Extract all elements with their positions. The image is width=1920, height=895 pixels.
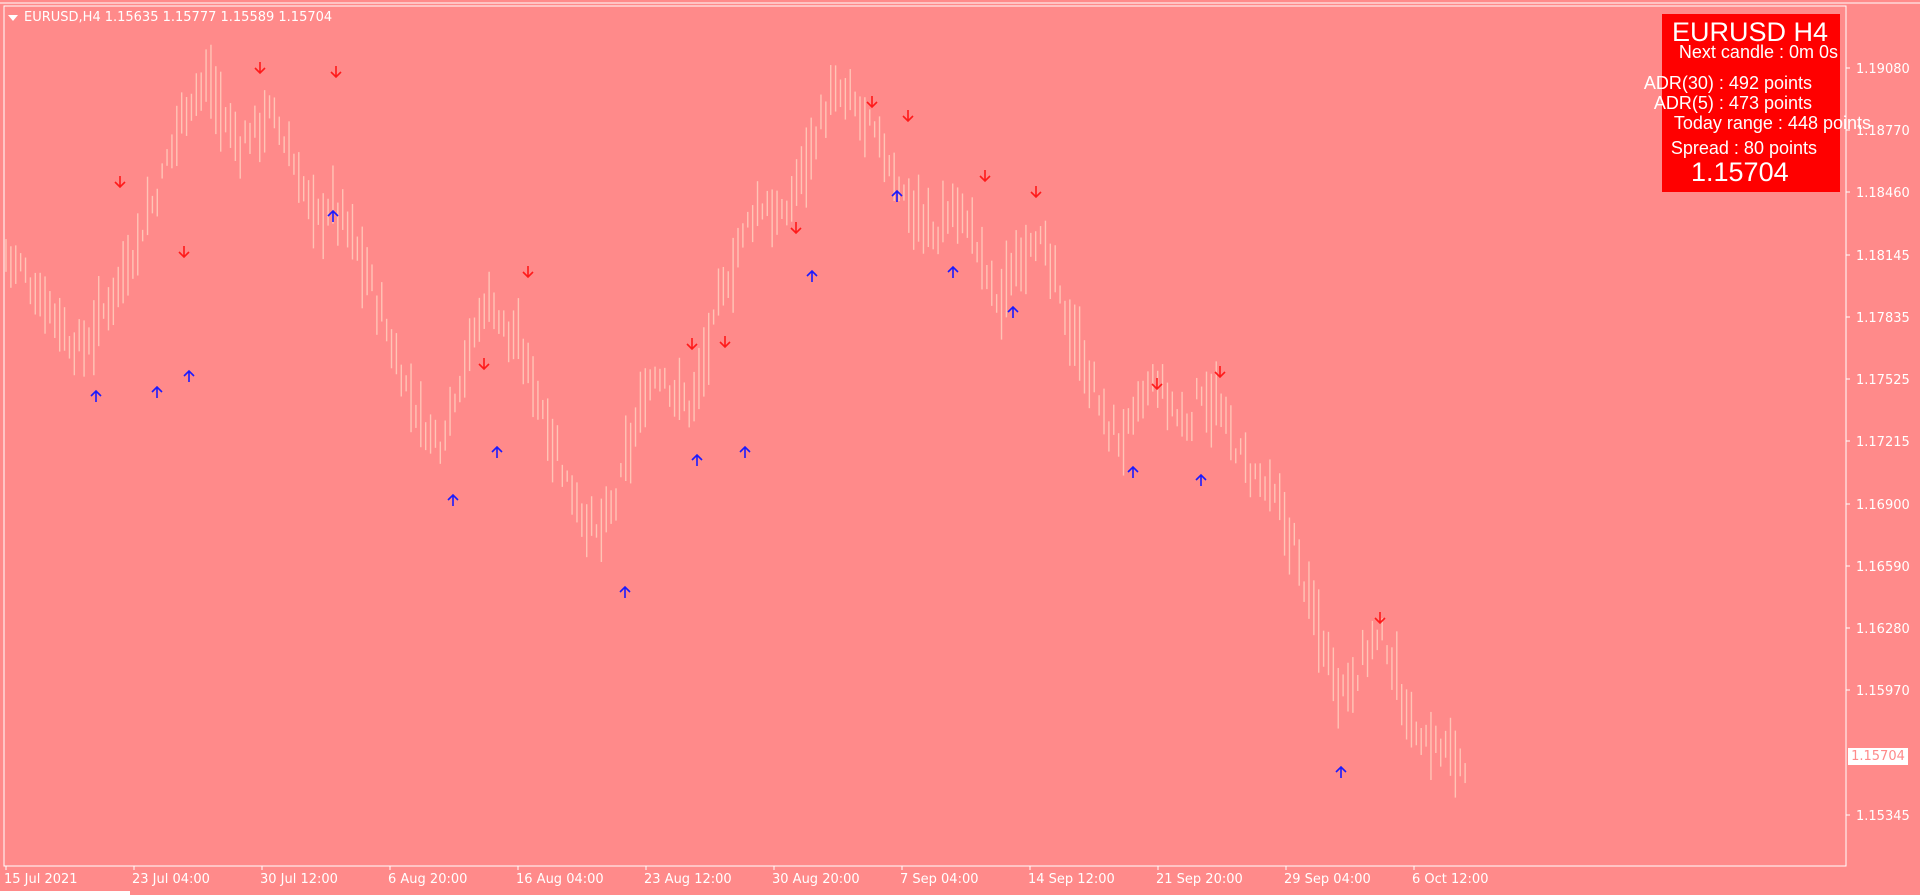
buy-signal-arrow-icon [806, 269, 818, 282]
sell-signal-arrow-icon [1214, 366, 1226, 379]
y-tick-label: 1.18460 [1856, 186, 1910, 201]
y-tick-label: 1.18770 [1856, 124, 1910, 139]
sell-signal-arrow-icon [1374, 612, 1386, 625]
y-tick-label: 1.15970 [1856, 684, 1910, 699]
buy-signal-arrow-icon [491, 445, 503, 458]
time-axis: 15 Jul 2021 23 Jul 04:00 30 Jul 12:00 6 Aug… [4, 866, 1488, 887]
x-tick-label: 6 Oct 12:00 [1412, 872, 1488, 887]
next-candle-timer: Next candle : 0m 0s [1678, 42, 1838, 62]
buy-signal-arrow-icon [619, 585, 631, 598]
buy-signal-arrow-icon [739, 445, 751, 458]
y-tick-label: 1.15345 [1856, 809, 1910, 824]
y-tick-label: 1.16280 [1856, 622, 1910, 637]
y-tick-label: 1.17525 [1856, 373, 1910, 388]
x-tick-label: 15 Jul 2021 [4, 872, 78, 887]
sell-signal-arrow-icon [254, 62, 266, 75]
adr30-value: ADR(30) : 492 points [1643, 73, 1812, 93]
spread-value: Spread : 80 points [1670, 138, 1817, 158]
buy-signal-arrow-icon [151, 385, 163, 398]
buy-signal-arrow-icon [327, 209, 339, 222]
sell-signal-arrow-icon [866, 96, 878, 109]
buy-signal-arrow-icon [891, 189, 903, 202]
buy-signal-arrow-icon [947, 265, 959, 278]
sell-signal-arrow-icon [686, 338, 698, 351]
sell-signal-arrow-icon [522, 266, 534, 279]
buy-signal-arrow-icon [183, 369, 195, 382]
y-tick-label: 1.18145 [1856, 249, 1910, 264]
current-price-tag: 1.15704 [1848, 748, 1908, 765]
sell-signal-arrow-icon [178, 246, 190, 259]
buy-signal-arrow-icon [447, 493, 459, 506]
buy-signal-arrow-icon [1127, 465, 1139, 478]
buy-signal-arrow-icon [90, 389, 102, 402]
y-tick-label: 1.17835 [1856, 311, 1910, 326]
y-tick-label: 1.17215 [1856, 435, 1910, 450]
today-range-value: Today range : 448 points [1673, 113, 1871, 133]
sell-signal-arrow-icon [478, 358, 490, 371]
adr5-value: ADR(5) : 473 points [1653, 93, 1812, 113]
y-tick-label: 1.19080 [1856, 62, 1910, 77]
sell-signal-arrow-icon [1030, 186, 1042, 199]
signal-arrows [90, 62, 1386, 778]
price-axis: 1.19080 1.18770 1.18460 1.18145 1.17835 1.175… [1846, 62, 1910, 824]
y-tick-label: 1.16590 [1856, 560, 1910, 575]
sell-signal-arrow-icon [902, 110, 914, 123]
x-tick-label: 14 Sep 12:00 [1028, 872, 1115, 887]
bottom-scroll-indicator[interactable] [0, 891, 130, 895]
x-tick-label: 30 Jul 12:00 [260, 872, 338, 887]
sell-signal-arrow-icon [330, 66, 342, 79]
sell-signal-arrow-icon [979, 170, 991, 183]
buy-signal-arrow-icon [1335, 765, 1347, 778]
chart-frame [3, 5, 1847, 867]
info-panel-title: EURUSD H4 [1672, 17, 1829, 47]
buy-signal-arrow-icon [691, 453, 703, 466]
sell-signal-arrow-icon [790, 222, 802, 235]
x-tick-label: 30 Aug 20:00 [772, 872, 860, 887]
x-tick-label: 7 Sep 04:00 [900, 872, 979, 887]
dropdown-triangle-icon[interactable] [8, 14, 18, 21]
buy-signal-arrow-icon [1195, 473, 1207, 486]
x-tick-label: 21 Sep 20:00 [1156, 872, 1243, 887]
info-panel: EURUSD H4 Next candle : 0m 0s ADR(30) : … [1644, 14, 1871, 192]
sell-signal-arrow-icon [719, 336, 731, 349]
symbol-timeframe-label: EURUSD,H4 [24, 10, 101, 25]
price-bars [5, 44, 1466, 798]
sell-signal-arrow-icon [1151, 378, 1163, 391]
sell-signal-arrow-icon [114, 176, 126, 189]
x-tick-label: 29 Sep 04:00 [1284, 872, 1371, 887]
x-tick-label: 23 Jul 04:00 [132, 872, 210, 887]
chart-header[interactable]: EURUSD,H4 1.15635 1.15777 1.15589 1.1570… [8, 10, 332, 25]
buy-signal-arrow-icon [1007, 305, 1019, 318]
x-tick-label: 23 Aug 12:00 [644, 872, 732, 887]
ohlc-values: 1.15635 1.15777 1.15589 1.15704 [104, 10, 333, 25]
y-tick-label: 1.16900 [1856, 498, 1910, 513]
current-price-display: 1.15704 [1691, 157, 1789, 187]
x-tick-label: 16 Aug 04:00 [516, 872, 604, 887]
x-tick-label: 6 Aug 20:00 [388, 872, 467, 887]
